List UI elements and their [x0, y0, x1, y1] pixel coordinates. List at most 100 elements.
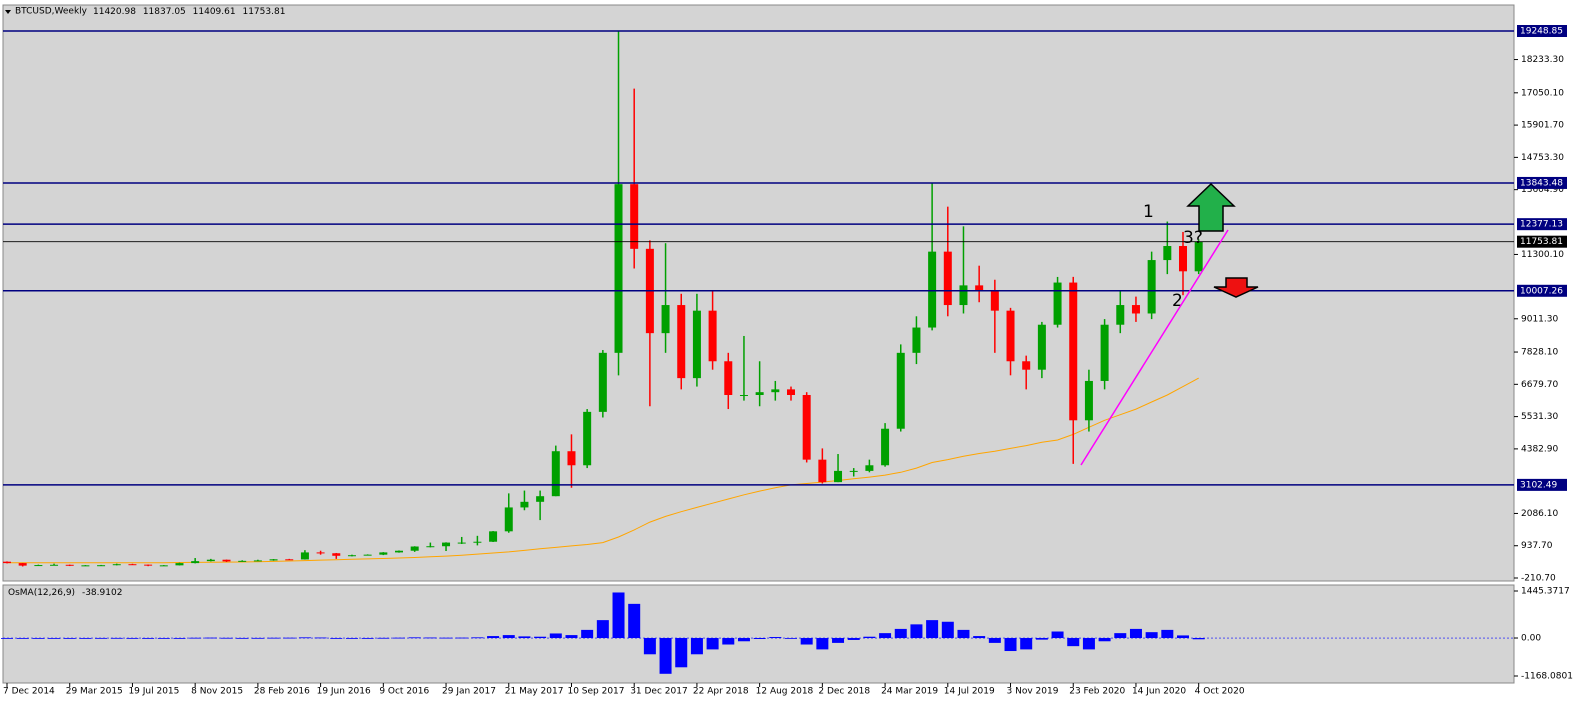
ohlc-value: 11753.81	[242, 7, 285, 17]
candle-body	[520, 501, 529, 508]
osma-title: OsMA(12,26,9) -38.9102	[8, 588, 122, 598]
osma-bar	[800, 638, 813, 645]
osma-bar	[424, 637, 437, 639]
candle-body	[1163, 246, 1172, 261]
osma-bar	[251, 637, 264, 639]
candle-body	[834, 470, 843, 483]
candle-body	[1179, 246, 1187, 272]
osma-bar	[110, 637, 123, 639]
candle-body	[363, 554, 372, 556]
candle-body	[598, 352, 607, 412]
osma-bar	[832, 638, 845, 643]
osma-bar	[32, 638, 45, 639]
osma-bar	[471, 637, 484, 639]
osma-bar	[628, 603, 641, 639]
candle-body	[175, 563, 184, 566]
osma-bar	[220, 637, 233, 639]
osma-bar	[142, 638, 155, 639]
main-layer: 18233.30 17050.10 15901.70 14753.30 13604.90…	[1, 25, 1573, 697]
osma-bar	[487, 636, 500, 639]
osma-bar	[236, 637, 249, 639]
osma-bar	[408, 637, 421, 639]
candle-body	[771, 389, 780, 393]
osma-bar	[1, 638, 13, 639]
osma-bar	[1114, 633, 1127, 639]
candle-body	[300, 552, 309, 560]
osma-bar	[534, 636, 547, 639]
candle-body	[347, 555, 356, 557]
osma-bar	[1004, 638, 1017, 652]
osma-bar	[298, 637, 311, 639]
candle-body	[990, 290, 999, 311]
candle-body	[379, 552, 388, 555]
y-tick-label: 18233.30	[1521, 55, 1564, 65]
y-tick-label: -210.70	[1521, 574, 1556, 584]
y-tick-label: 9011.30	[1521, 314, 1558, 324]
moving-average	[7, 377, 1199, 564]
chart-title: BTCUSD,Weekly	[15, 7, 88, 17]
candle-body	[536, 496, 545, 502]
candle-body	[708, 310, 717, 362]
candle-body	[1147, 260, 1156, 314]
osma-bar	[737, 638, 750, 642]
x-tick-label: 28 Feb 2016	[254, 687, 310, 697]
osma-bar	[63, 638, 76, 639]
x-tick-label: 9 Oct 2016	[379, 687, 429, 697]
x-tick-label: 10 Sep 2017	[567, 687, 624, 697]
osma-bar	[769, 637, 782, 639]
osma-bar	[596, 620, 609, 639]
current-price-tag	[1517, 235, 1567, 248]
osma-bar	[440, 637, 453, 639]
candle-body	[316, 552, 325, 554]
candle-body	[504, 507, 513, 532]
osma-bar	[189, 637, 202, 639]
osma-bar	[847, 638, 860, 640]
osma-bar	[910, 624, 923, 639]
candle-body	[567, 451, 576, 466]
y-tick-label: 5531.30	[1521, 412, 1558, 422]
x-tick-label: 24 Mar 2019	[881, 687, 938, 697]
y-tick-label: 0.00	[1521, 634, 1541, 644]
osma-bar	[879, 633, 892, 639]
osma-bar	[1067, 638, 1080, 647]
candle-body	[677, 305, 686, 379]
candle-body	[787, 389, 795, 395]
osma-bar	[785, 638, 797, 639]
x-tick-label: 3 Nov 2019	[1007, 687, 1059, 697]
candle-body	[881, 428, 890, 466]
x-tick-label: 7 Dec 2014	[3, 687, 55, 697]
y-tick-label: 13604.90	[1521, 185, 1564, 195]
x-tick-label: 14 Jul 2019	[944, 687, 995, 697]
osma-bar	[581, 629, 594, 639]
candle-body	[128, 564, 137, 566]
y-tick-label: 2086.10	[1521, 509, 1558, 519]
y-tick-label: -1168.0801	[1521, 672, 1573, 682]
osma-bar	[722, 638, 735, 645]
osma-bar	[1129, 628, 1142, 639]
candle-body	[1100, 324, 1109, 381]
osma-bar	[612, 592, 625, 639]
candle-body	[97, 565, 106, 567]
osma-bar	[345, 638, 358, 639]
candle-body	[3, 561, 11, 564]
osma-bar	[565, 635, 578, 639]
ohlc-values: 11420.98 11837.05 11409.61 11753.81	[93, 7, 285, 17]
osma-bar	[455, 637, 468, 639]
main-panel	[2, 4, 1515, 582]
osma-bar	[204, 637, 217, 639]
x-tick-label: 2 Dec 2018	[818, 687, 870, 697]
candle-body	[755, 392, 764, 395]
candle-body	[159, 565, 168, 567]
x-tick-label: 21 May 2017	[505, 687, 564, 697]
level-label: 3102.49	[1520, 480, 1557, 490]
candle-body	[81, 565, 90, 567]
candle-body	[975, 285, 984, 291]
x-tick-label: 29 Jan 2017	[442, 687, 496, 697]
y-tick-label: 6679.70	[1521, 380, 1558, 390]
osma-bar	[16, 638, 29, 639]
level-tag	[1517, 478, 1567, 491]
candle-body	[65, 564, 74, 566]
osma-bar	[1145, 632, 1158, 639]
